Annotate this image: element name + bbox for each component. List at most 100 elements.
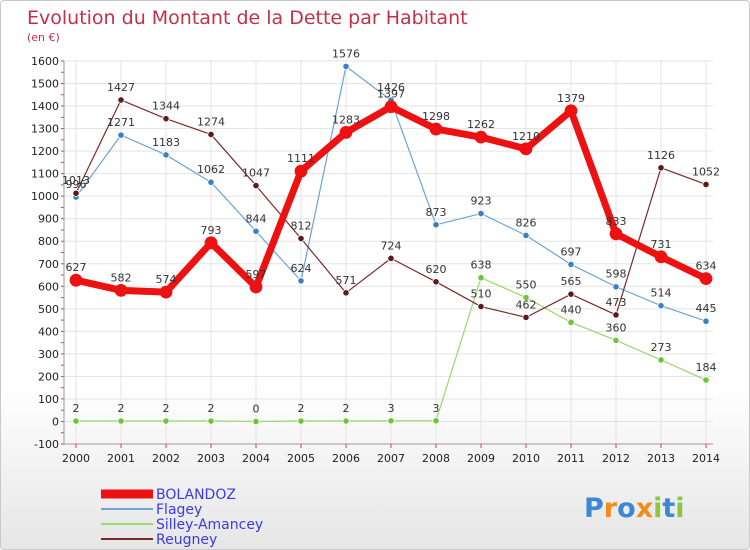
y-tick-label: 500 [38, 303, 59, 316]
legend-label-bolandoz: BOLANDOZ [156, 487, 236, 503]
data-point-reugney [117, 96, 125, 104]
data-point-reugney [387, 254, 395, 262]
data-label-silley-amancey: 3 [388, 402, 395, 415]
data-point-bolandoz [654, 250, 668, 264]
data-label-silley-amancey: 360 [606, 321, 627, 334]
data-label-flagey: 1271 [107, 116, 135, 129]
data-label-silley-amancey: 3 [433, 402, 440, 415]
data-label-bolandoz: 627 [66, 261, 87, 274]
data-point-bolandoz [384, 100, 398, 114]
data-label-silley-amancey: 550 [516, 279, 537, 292]
data-point-flagey [252, 227, 260, 235]
data-label-flagey: 624 [291, 262, 312, 275]
series [69, 62, 713, 426]
data-label-bolandoz: 731 [651, 238, 672, 251]
axes: -100 0 100 200 300 400 500 600 700 800 900 1000 1100… [31, 55, 720, 465]
data-point-reugney [612, 311, 620, 319]
data-point-bolandoz [429, 122, 443, 136]
data-label-bolandoz: 634 [696, 260, 717, 273]
x-tick-label: 2000 [62, 452, 90, 465]
data-point-reugney [432, 278, 440, 286]
x-tick-label: 2009 [467, 452, 495, 465]
chart-subtitle: (en €) [27, 31, 60, 44]
data-label-silley-amancey: 2 [163, 402, 170, 415]
data-label-reugney: 1052 [692, 165, 720, 178]
data-point-silley-amancey [162, 417, 170, 425]
data-label-bolandoz: 833 [606, 215, 627, 228]
data-point-bolandoz [114, 283, 128, 297]
data-point-reugney [207, 130, 215, 139]
data-label-flagey: 598 [606, 268, 627, 281]
y-tick-label: 900 [38, 213, 59, 226]
data-label-silley-amancey: 2 [208, 402, 215, 415]
data-point-silley-amancey [477, 274, 485, 282]
x-tick-label: 2007 [377, 452, 405, 465]
data-label-flagey: 1426 [377, 81, 405, 94]
data-point-silley-amancey [297, 417, 305, 425]
data-point-flagey [342, 62, 350, 71]
data-label-silley-amancey: 2 [73, 402, 80, 415]
legend-label-reugney: Reugney [156, 532, 217, 548]
data-point-bolandoz [159, 285, 173, 299]
data-label-flagey: 844 [246, 212, 267, 225]
y-tick-label: 1500 [31, 78, 59, 91]
data-label-reugney: 1047 [242, 167, 270, 180]
proxiti-logo: Proxiti [584, 493, 685, 524]
data-point-silley-amancey [207, 417, 215, 425]
y-tick-label: 400 [38, 325, 59, 338]
data-label-silley-amancey: 184 [696, 361, 717, 374]
data-point-flagey [432, 221, 440, 229]
y-tick-label: 700 [38, 258, 59, 271]
data-point-silley-amancey [387, 417, 395, 425]
data-point-bolandoz [204, 236, 218, 250]
y-tick-label: -100 [34, 438, 59, 451]
data-label-reugney: 510 [471, 288, 492, 301]
y-tick-label: 1000 [31, 190, 59, 203]
data-label-silley-amancey: 2 [343, 402, 350, 415]
data-label-reugney: 565 [561, 275, 582, 288]
data-point-flagey [207, 178, 215, 186]
data-point-silley-amancey [567, 318, 575, 326]
data-point-flagey [702, 317, 710, 325]
x-tick-label: 2006 [332, 452, 360, 465]
data-label-silley-amancey: 273 [651, 341, 672, 354]
data-label-reugney: 1274 [197, 115, 225, 128]
logo-letter: t [662, 493, 675, 524]
x-tick-label: 2005 [287, 452, 315, 465]
data-point-flagey [612, 283, 620, 291]
data-point-reugney [657, 164, 665, 172]
data-point-flagey [522, 231, 530, 239]
y-tick-label: 100 [38, 393, 59, 406]
data-label-reugney: 1344 [152, 100, 180, 113]
logo-letter: i [675, 493, 684, 524]
data-label-flagey: 697 [561, 245, 582, 258]
x-tick-label: 2003 [197, 452, 225, 465]
data-point-silley-amancey [432, 417, 440, 425]
y-tick-label: 1200 [31, 145, 59, 158]
data-point-flagey [297, 277, 305, 285]
data-point-bolandoz [609, 227, 623, 241]
data-point-flagey [477, 209, 485, 218]
data-point-bolandoz [69, 273, 83, 287]
data-label-bolandoz: 1379 [557, 92, 585, 105]
data-label-reugney: 724 [381, 239, 402, 252]
data-label-flagey: 1062 [197, 163, 225, 176]
data-label-bolandoz: 1397 [377, 88, 405, 101]
data-label-flagey: 1576 [332, 47, 360, 60]
x-tick-label: 2008 [422, 452, 450, 465]
data-point-bolandoz [339, 126, 353, 139]
data-label-bolandoz: 1283 [332, 113, 360, 126]
grid [64, 60, 713, 445]
data-point-reugney [72, 189, 80, 197]
data-label-bolandoz: 1298 [422, 110, 450, 123]
data-label-reugney: 812 [291, 220, 312, 233]
x-tick-label: 2010 [512, 452, 540, 465]
data-point-flagey [117, 131, 125, 139]
data-label-reugney: 1013 [62, 174, 90, 187]
logo-letter: x [636, 493, 653, 524]
logo-letter: o [617, 493, 636, 524]
logo-letter: r [604, 493, 618, 524]
data-point-silley-amancey [522, 293, 530, 302]
